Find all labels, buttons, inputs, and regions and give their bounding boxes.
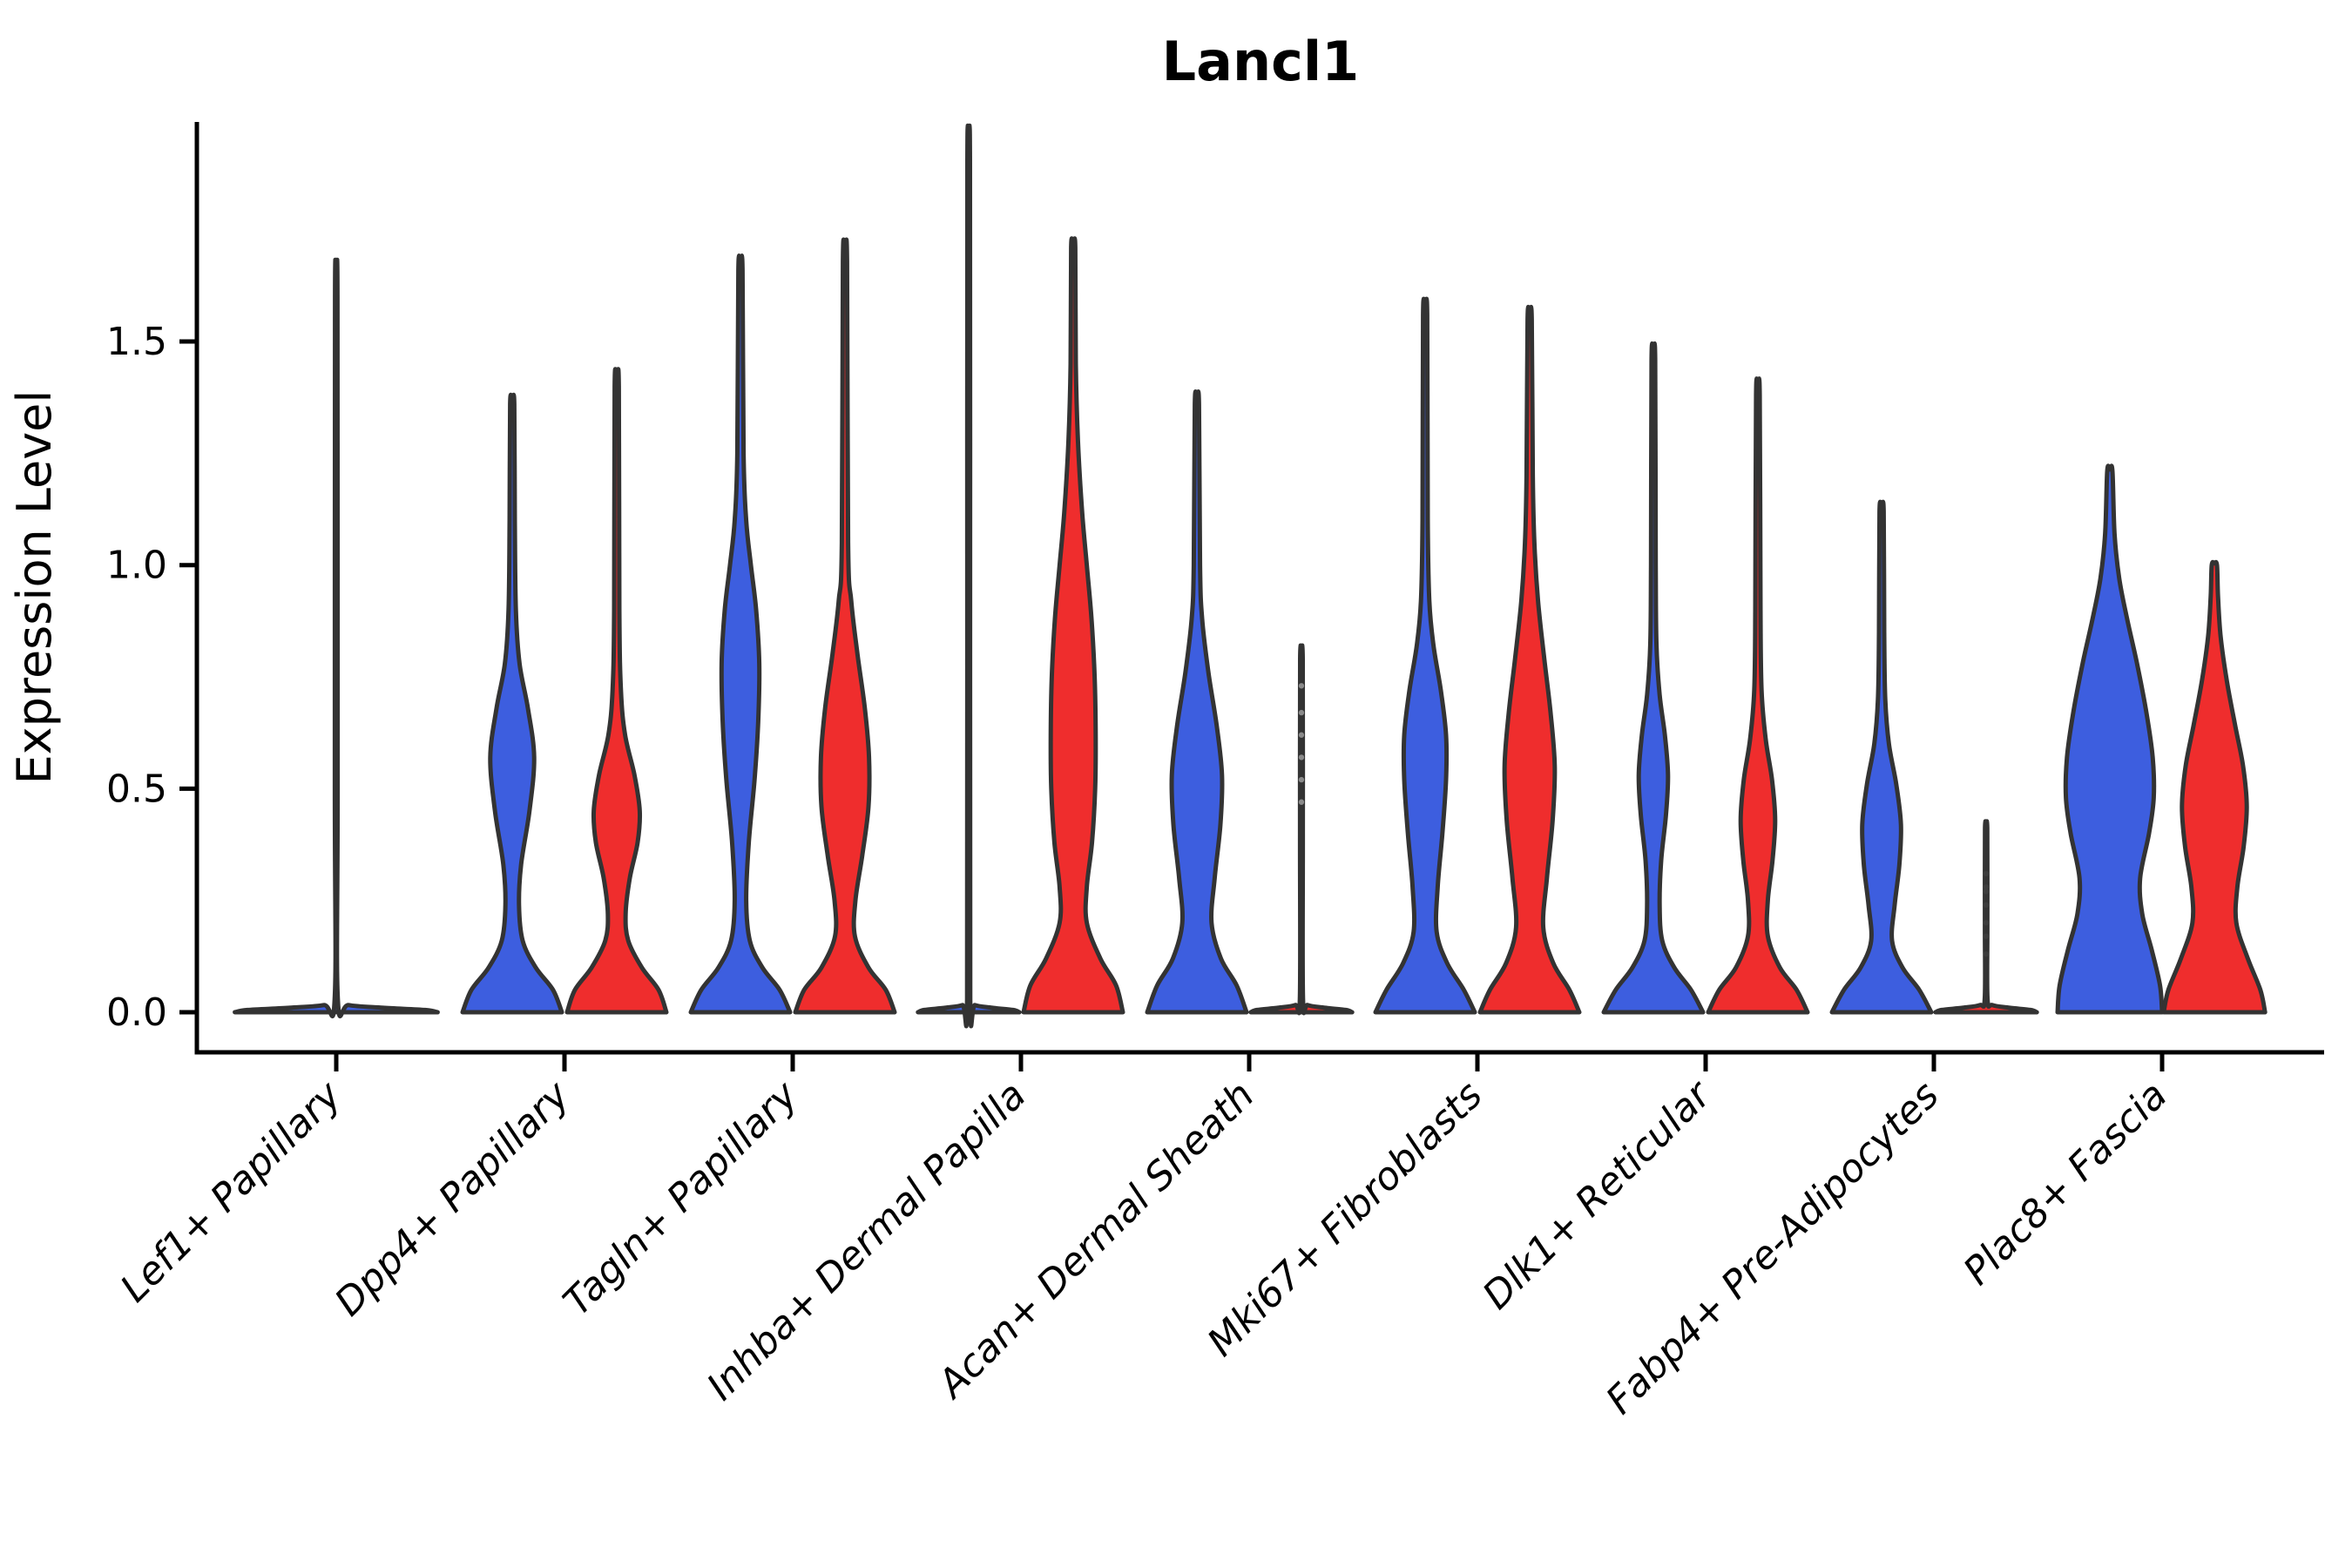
jitter-dot-acan-dermal-sheath bbox=[1298, 732, 1305, 738]
x-tick-label-plac8-fascia: Plac8+ Fascia bbox=[1955, 1073, 2175, 1294]
jitter-dot-acan-dermal-sheath bbox=[1298, 799, 1305, 805]
violin-dlk1-reticular-blue bbox=[1601, 341, 1706, 1015]
jitter-dot-fabp4-pre-adipocytes bbox=[1983, 870, 1990, 877]
jitter-dot-fabp4-pre-adipocytes bbox=[1983, 951, 1990, 957]
y-tick-label: 1.0 bbox=[106, 544, 167, 588]
violin-mki67-fibroblasts-red bbox=[1477, 304, 1582, 1015]
x-tick-label-dlk1-reticular: Dlk1+ Reticular bbox=[1474, 1071, 1720, 1318]
x-tick-label-tagln-papillary: Tagln+ Papillary bbox=[555, 1072, 807, 1324]
violin-tagln-papillary-red bbox=[793, 237, 897, 1015]
jitter-dot-fabp4-pre-adipocytes bbox=[1983, 933, 1990, 939]
y-tick-label: 1.5 bbox=[106, 320, 167, 364]
y-tick-label: 0.5 bbox=[106, 767, 167, 811]
violin-dpp4-papillary-red bbox=[564, 367, 669, 1015]
violin-acan-dermal-sheath-red bbox=[1248, 643, 1355, 1016]
violin-plac8-fascia-red bbox=[2161, 559, 2268, 1015]
violin-lef1-papillary-single bbox=[233, 257, 440, 1019]
jitter-dot-acan-dermal-sheath bbox=[1298, 709, 1305, 716]
jitter-dot-fabp4-pre-adipocytes bbox=[1983, 902, 1990, 909]
y-tick-label: 0.0 bbox=[106, 990, 167, 1035]
jitter-dot-fabp4-pre-adipocytes bbox=[1983, 920, 1990, 926]
violin-acan-dermal-sheath-blue bbox=[1145, 389, 1249, 1015]
violin-mki67-fibroblasts-blue bbox=[1373, 296, 1477, 1015]
jitter-dot-fabp4-pre-adipocytes bbox=[1983, 884, 1990, 890]
violin-plac8-fascia-blue bbox=[2055, 463, 2165, 1015]
violins-layer bbox=[233, 123, 2268, 1029]
chart-title: Lancl1 bbox=[1162, 30, 1360, 93]
jitter-dot-acan-dermal-sheath bbox=[1298, 754, 1305, 760]
violin-fabp4-pre-adipocytes-blue bbox=[1829, 499, 1934, 1015]
y-axis-label: Expression Level bbox=[7, 390, 62, 785]
violin-inhba-dermal-papilla-blue bbox=[916, 123, 1022, 1029]
violin-fabp4-pre-adipocytes-red bbox=[1933, 819, 2039, 1015]
jitter-dot-fabp4-pre-adipocytes bbox=[1983, 889, 1990, 895]
jitter-dot-acan-dermal-sheath bbox=[1298, 683, 1305, 689]
violin-tagln-papillary-blue bbox=[688, 253, 793, 1015]
x-tick-label-lef1-papillary: Lef1+ Papillary bbox=[112, 1072, 351, 1311]
jitter-dot-acan-dermal-sheath bbox=[1298, 776, 1305, 783]
violin-dpp4-papillary-blue bbox=[460, 392, 564, 1015]
violin-dlk1-reticular-red bbox=[1706, 376, 1810, 1015]
violin-inhba-dermal-papilla-red bbox=[1021, 236, 1125, 1015]
x-tick-label-dpp4-papillary: Dpp4+ Papillary bbox=[327, 1072, 579, 1325]
